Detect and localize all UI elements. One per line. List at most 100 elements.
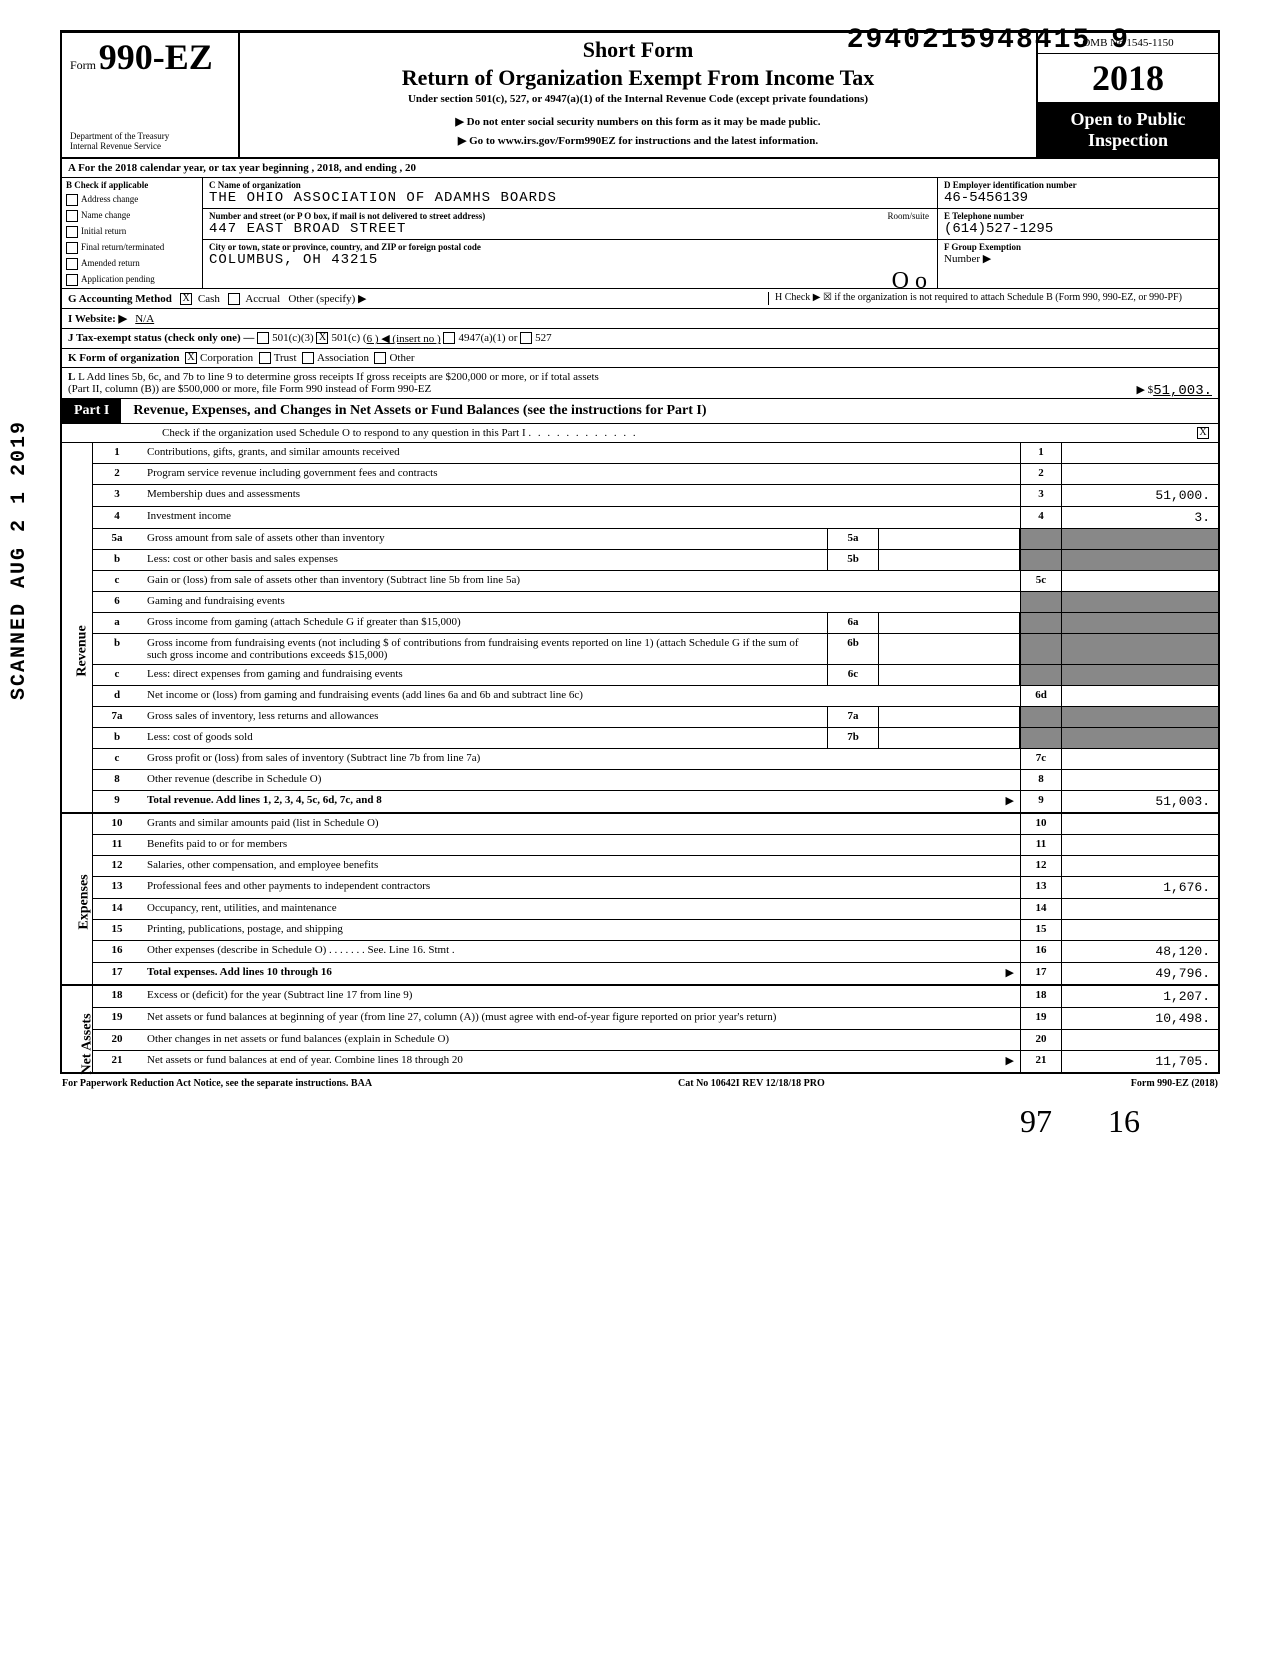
website-label: I Website: ▶ — [68, 313, 127, 325]
line-row-12: 12Salaries, other compensation, and empl… — [93, 856, 1218, 877]
line-description: Other expenses (describe in Schedule O) … — [141, 941, 1020, 962]
line-description: Program service revenue including govern… — [141, 464, 1020, 484]
net-assets-side-label: Net Assets — [62, 986, 93, 1072]
part-1-header: Part I Revenue, Expenses, and Changes in… — [60, 399, 1220, 424]
result-line-value — [1061, 1030, 1218, 1050]
line-row-d: dNet income or (loss) from gaming and fu… — [93, 686, 1218, 707]
line-row-10: 10Grants and similar amounts paid (list … — [93, 814, 1218, 835]
ssn-notice: ▶ Do not enter social security numbers o… — [246, 115, 1030, 128]
form-of-org-label: K Form of organization — [68, 352, 180, 364]
result-line-value: 1,207. — [1061, 986, 1218, 1007]
line-description: Net assets or fund balances at end of ye… — [141, 1051, 1020, 1072]
line-row-13: 13Professional fees and other payments t… — [93, 877, 1218, 899]
line-row-c: cLess: direct expenses from gaming and f… — [93, 665, 1218, 686]
line-number: 14 — [93, 899, 141, 919]
chk-trust[interactable] — [259, 352, 271, 364]
city-label: City or town, state or province, country… — [209, 242, 931, 252]
result-line-number: 2 — [1020, 464, 1061, 484]
line-description: Net assets or fund balances at beginning… — [141, 1008, 1020, 1029]
line-row-14: 14Occupancy, rent, utilities, and mainte… — [93, 899, 1218, 920]
line-l-amount: 51,003. — [1153, 383, 1212, 399]
shaded-cell — [1020, 613, 1061, 633]
chk-cash[interactable]: X — [180, 293, 192, 305]
chk-501c[interactable]: X — [316, 332, 328, 344]
line-description: Other revenue (describe in Schedule O) — [141, 770, 1020, 790]
line-row-7a: 7aGross sales of inventory, less returns… — [93, 707, 1218, 728]
result-line-value — [1061, 920, 1218, 940]
result-line-number: 18 — [1020, 986, 1061, 1007]
result-line-value: 48,120. — [1061, 941, 1218, 962]
chk-501c3[interactable] — [257, 332, 269, 344]
result-line-number: 13 — [1020, 877, 1061, 898]
chk-other[interactable] — [374, 352, 386, 364]
result-line-number: 5c — [1020, 571, 1061, 591]
revenue-side-label: Revenue — [62, 443, 93, 812]
line-number: 9 — [93, 791, 141, 812]
net-assets-section: Net Assets 18Excess or (deficit) for the… — [60, 986, 1220, 1074]
line-row-18: 18Excess or (deficit) for the year (Subt… — [93, 986, 1218, 1008]
open-to-public: Open to PublicInspection — [1038, 103, 1218, 157]
line-l-arrow: ▶ $ — [1136, 384, 1153, 396]
line-description: Less: cost or other basis and sales expe… — [141, 550, 827, 570]
chk-address-change[interactable]: Address change — [62, 192, 202, 208]
line-number: 2 — [93, 464, 141, 484]
handwritten-o: O o — [892, 268, 927, 295]
line-description: Gain or (loss) from sale of assets other… — [141, 571, 1020, 591]
line-row-8: 8Other revenue (describe in Schedule O)8 — [93, 770, 1218, 791]
line-row-21: 21Net assets or fund balances at end of … — [93, 1051, 1218, 1072]
result-line-value — [1061, 899, 1218, 919]
line-row-11: 11Benefits paid to or for members11 — [93, 835, 1218, 856]
result-line-number: 6d — [1020, 686, 1061, 706]
shaded-value — [1061, 665, 1218, 685]
chk-final-return[interactable]: Final return/terminated — [62, 240, 202, 256]
line-row-20: 20Other changes in net assets or fund ba… — [93, 1030, 1218, 1051]
form-label: Form — [70, 58, 96, 72]
chk-association[interactable] — [302, 352, 314, 364]
shaded-cell — [1020, 550, 1061, 570]
chk-corporation[interactable]: X — [185, 352, 197, 364]
part-1-label: Part I — [62, 399, 121, 423]
chk-amended-return[interactable]: Amended return — [62, 256, 202, 272]
telephone-value: (614)527-1295 — [944, 221, 1212, 237]
result-line-value: 11,705. — [1061, 1051, 1218, 1072]
line-description: Excess or (deficit) for the year (Subtra… — [141, 986, 1020, 1007]
sub-line-number: 7b — [827, 728, 879, 748]
result-line-number: 17 — [1020, 963, 1061, 984]
sub-line-value — [879, 707, 1020, 727]
chk-name-change[interactable]: Name change — [62, 208, 202, 224]
result-line-value — [1061, 856, 1218, 876]
result-line-number: 19 — [1020, 1008, 1061, 1029]
chk-accrual[interactable] — [228, 293, 240, 305]
line-number: a — [93, 613, 141, 633]
form-title: Return of Organization Exempt From Incom… — [246, 65, 1030, 91]
line-number: 21 — [93, 1051, 141, 1072]
line-description: Less: direct expenses from gaming and fu… — [141, 665, 827, 685]
sub-line-value — [879, 613, 1020, 633]
result-line-value: 49,796. — [1061, 963, 1218, 984]
line-row-16: 16Other expenses (describe in Schedule O… — [93, 941, 1218, 963]
shaded-value — [1061, 613, 1218, 633]
sub-line-number: 6b — [827, 634, 879, 664]
chk-527[interactable] — [520, 332, 532, 344]
line-number: 12 — [93, 856, 141, 876]
shaded-cell — [1020, 665, 1061, 685]
cat-number: Cat No 10642I REV 12/18/18 PRO — [678, 1078, 825, 1089]
result-line-number: 15 — [1020, 920, 1061, 940]
line-description: Gross profit or (loss) from sales of inv… — [141, 749, 1020, 769]
chk-4947[interactable] — [443, 332, 455, 344]
chk-initial-return[interactable]: Initial return — [62, 224, 202, 240]
accounting-method-label: G Accounting Method — [68, 293, 172, 305]
sub-line-value — [879, 529, 1020, 549]
line-description: Occupancy, rent, utilities, and maintena… — [141, 899, 1020, 919]
chk-application-pending[interactable]: Application pending — [62, 272, 202, 288]
line-number: 6 — [93, 592, 141, 612]
chk-schedule-o[interactable]: X — [1197, 427, 1209, 439]
h-check: H Check ▶ ☒ if the organization is not r… — [768, 292, 1212, 305]
result-line-value: 3. — [1061, 507, 1218, 528]
bottom-line: For Paperwork Reduction Act Notice, see … — [60, 1074, 1220, 1093]
city-value: COLUMBUS, OH 43215 — [209, 252, 931, 268]
result-line-number: 8 — [1020, 770, 1061, 790]
line-number: 5a — [93, 529, 141, 549]
col-b-header: B Check if applicable — [62, 178, 202, 192]
line-number: b — [93, 550, 141, 570]
